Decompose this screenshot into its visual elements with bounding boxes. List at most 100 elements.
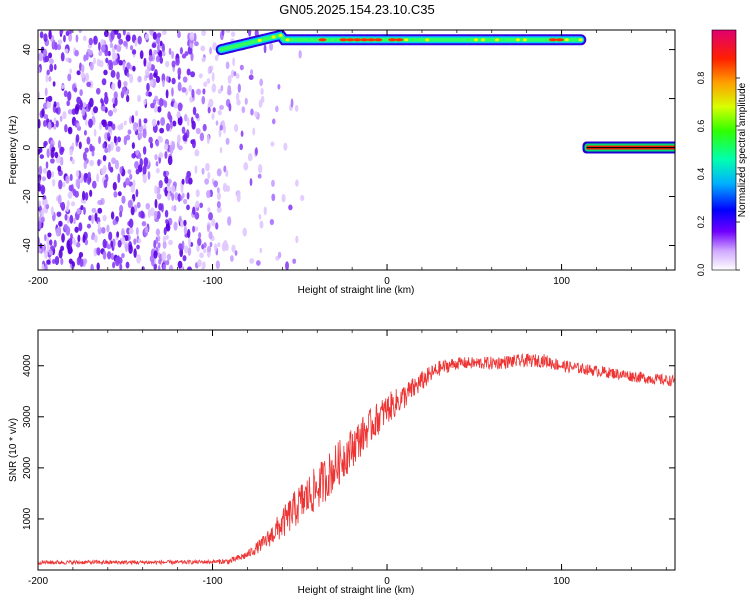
noise-speck [181, 126, 186, 134]
noise-speck [199, 132, 205, 142]
noise-speck [213, 180, 219, 188]
noise-speck [69, 214, 74, 224]
noise-speck [115, 146, 121, 152]
noise-speck [268, 42, 274, 51]
noise-speck [70, 201, 76, 207]
noise-speck [46, 169, 52, 180]
noise-speck [41, 263, 45, 270]
noise-speck [45, 73, 49, 83]
noise-speck [114, 159, 120, 170]
noise-speck [150, 64, 156, 71]
noise-speck [239, 64, 244, 71]
noise-speck [102, 238, 107, 249]
noise-speck [224, 243, 229, 252]
noise-speck [162, 79, 165, 88]
noise-speck [110, 211, 115, 220]
noise-speck [234, 123, 239, 133]
noise-speck [69, 68, 72, 74]
noise-speck [106, 132, 111, 138]
noise-speck [163, 143, 169, 151]
noise-speck [48, 76, 52, 82]
noise-speck [137, 75, 142, 83]
noise-speck [148, 136, 153, 144]
noise-speck [157, 265, 161, 270]
noise-speck [121, 230, 125, 237]
noise-speck [201, 30, 206, 37]
noise-speck [147, 60, 152, 68]
noise-speck [72, 188, 77, 197]
noise-speck [60, 245, 65, 252]
noise-speck [192, 106, 197, 116]
noise-speck [75, 242, 81, 248]
noise-speck [204, 178, 210, 185]
noise-speck [67, 73, 72, 82]
noise-speck [107, 50, 111, 57]
noise-speck [260, 87, 264, 96]
noise-speck [230, 255, 234, 262]
noise-speck [182, 76, 188, 83]
noise-speck [53, 117, 57, 123]
noise-speck [172, 120, 177, 127]
noise-speck [209, 241, 213, 248]
noise-speck [48, 30, 52, 40]
noise-speck [209, 46, 213, 55]
noise-speck [202, 123, 207, 132]
noise-speck [89, 189, 93, 197]
noise-speck [74, 49, 79, 57]
noise-speck [154, 198, 158, 209]
noise-speck [186, 204, 190, 211]
noise-speck [168, 264, 174, 270]
noise-speck [228, 103, 232, 112]
noise-speck [254, 147, 258, 156]
noise-speck [155, 167, 160, 174]
noise-speck [122, 61, 126, 71]
noise-speck [71, 158, 75, 165]
noise-speck [144, 68, 150, 76]
noise-speck [163, 170, 167, 178]
noise-speck [52, 81, 56, 87]
noise-speck [181, 86, 187, 93]
noise-speck [167, 155, 173, 166]
noise-speck [270, 141, 275, 147]
noise-speck [112, 219, 117, 226]
noise-speck [113, 91, 118, 100]
noise-speck [171, 77, 176, 85]
noise-speck [143, 157, 149, 167]
noise-speck [239, 143, 243, 151]
noise-speck [259, 247, 263, 254]
noise-speck [219, 146, 223, 154]
noise-speck [194, 149, 200, 157]
noise-speck [173, 221, 178, 231]
noise-speck [219, 104, 224, 111]
noise-speck [211, 218, 216, 227]
noise-speck [79, 100, 83, 111]
noise-speck [137, 35, 142, 45]
noise-speck [91, 214, 94, 224]
noise-speck [65, 175, 70, 184]
noise-speck [155, 161, 159, 167]
noise-speck [147, 171, 151, 180]
noise-speck [151, 259, 155, 267]
noise-speck [116, 71, 120, 80]
noise-speck [83, 173, 88, 183]
noise-speck [144, 226, 149, 234]
noise-speck [217, 242, 221, 248]
noise-speck [199, 252, 204, 259]
noise-speck [135, 189, 139, 198]
noise-speck [155, 75, 161, 84]
noise-speck [173, 204, 177, 212]
colorbar-tick-label: 0.6 [696, 120, 706, 133]
noise-speck [48, 239, 53, 246]
noise-speck [60, 84, 65, 89]
noise-speck [69, 173, 73, 182]
noise-speck [212, 42, 217, 51]
noise-speck [153, 104, 158, 113]
noise-speck [46, 236, 50, 246]
snr-panel: -200 -100 0 100 1000 2000 3000 4000 Height of s… [8, 329, 676, 596]
x-tick-label: 0 [384, 276, 390, 287]
colorbar-ticks: 0.0 0.2 0.4 0.6 0.8 [696, 72, 740, 276]
noise-speck [114, 256, 120, 267]
noise-speck [150, 207, 155, 217]
noise-speck [51, 171, 55, 178]
